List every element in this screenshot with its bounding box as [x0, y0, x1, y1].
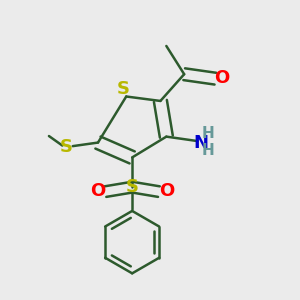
Text: H: H — [202, 126, 214, 141]
Text: N: N — [193, 134, 208, 152]
Text: S: S — [59, 138, 72, 156]
Text: O: O — [214, 69, 230, 87]
Text: S: S — [126, 178, 139, 196]
Text: O: O — [90, 182, 106, 200]
Text: O: O — [159, 182, 174, 200]
Text: H: H — [202, 142, 214, 158]
Text: S: S — [117, 80, 130, 98]
